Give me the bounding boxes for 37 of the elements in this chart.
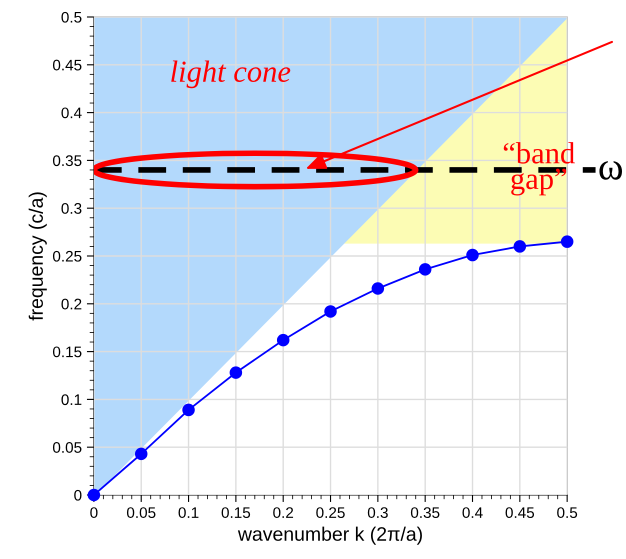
y-tick-label: 0.15 — [52, 346, 82, 358]
annotation: light cone — [171, 60, 290, 88]
point — [182, 404, 195, 416]
y-tick-label: 0.4 — [61, 107, 82, 118]
y-tick-label: 0.25 — [52, 250, 82, 262]
point — [514, 240, 526, 253]
x-tick-label: 0.25 — [316, 507, 345, 518]
point — [560, 235, 574, 248]
y-axis-title: frequency (c/a) — [28, 192, 47, 321]
y-tick-label: 0.2 — [61, 298, 82, 310]
point — [466, 248, 479, 262]
x-tick-label: 0.15 — [222, 507, 250, 518]
y-tick-label: 0.05 — [52, 442, 82, 453]
band-label: “band gap” — [504, 142, 575, 196]
y-tick-label: 0 — [74, 490, 82, 501]
x-tick-label: 0.05 — [126, 507, 156, 518]
point — [276, 334, 290, 346]
y-tick-label: 0.5 — [61, 12, 82, 23]
ref-line-label: ω — [599, 161, 622, 180]
x-tick-label: 0.1 — [178, 507, 198, 518]
point — [324, 305, 337, 318]
point — [134, 448, 148, 460]
x-tick-label: 0.45 — [506, 507, 534, 518]
y-tick-label: 0.1 — [61, 394, 82, 406]
x-tick-label: 0.4 — [462, 507, 483, 518]
y-tick-label: 0.45 — [52, 60, 82, 70]
x-tick-label: 0 — [90, 507, 98, 518]
x-tick-label: 0.2 — [273, 507, 294, 518]
point — [418, 263, 432, 276]
x-tick-label: 0.3 — [368, 507, 388, 518]
x-tick-label: 0.35 — [410, 507, 440, 518]
point — [372, 282, 384, 295]
point — [230, 366, 242, 379]
y-tick-label: 0.3 — [61, 203, 82, 214]
x-axis-title: wavenumber k (2π/a) — [238, 526, 422, 545]
x-tick-label: 0.5 — [557, 507, 578, 518]
y-tick-label: 0.35 — [52, 155, 82, 166]
